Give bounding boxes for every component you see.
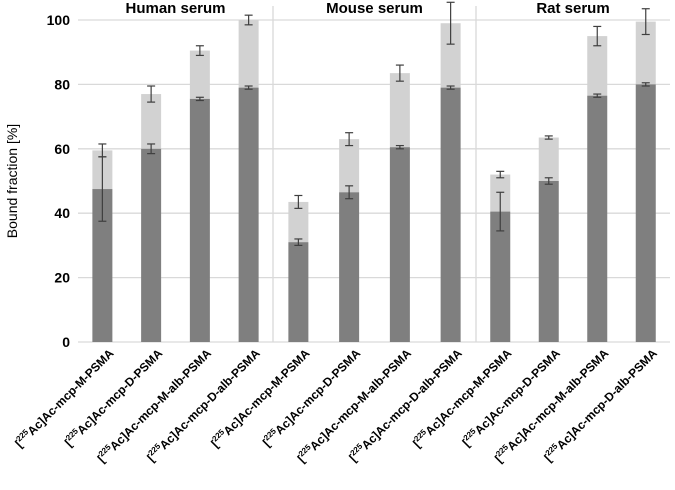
panel-title: Rat serum: [536, 0, 609, 17]
y-tick-label-20: 20: [54, 270, 70, 286]
x-axis-label: [225Ac]Ac-mcp-D-PSMA: [259, 345, 363, 449]
bar-segment-light: [538, 137, 559, 181]
y-tick-label-40: 40: [54, 205, 70, 221]
bar-segment-light: [339, 139, 360, 193]
bar-segment-dark: [389, 147, 410, 342]
y-tick-label-80: 80: [54, 76, 70, 92]
bar-segment-light: [238, 20, 259, 88]
y-tick-label-60: 60: [54, 141, 70, 157]
x-axis-label: [225Ac]Ac-mcp-D-PSMA: [61, 345, 165, 449]
bar-segment-light: [288, 201, 309, 243]
panel-title: Mouse serum: [326, 0, 423, 17]
y-tick-label-0: 0: [62, 334, 70, 350]
bar-segment-light: [389, 73, 410, 148]
bar-segment-dark: [538, 181, 559, 342]
bar-segment-dark: [189, 98, 210, 342]
bar-segment-light: [635, 21, 656, 85]
y-tick-label-100: 100: [47, 12, 71, 28]
bar-segment-dark: [587, 95, 608, 342]
bar-segment-light: [587, 36, 608, 96]
panel-title: Human serum: [125, 0, 225, 17]
bar-segment-light: [189, 50, 210, 99]
x-axis-label: [225Ac]Ac-mcp-M-PSMA: [208, 345, 313, 450]
bar-segment-dark: [490, 211, 511, 342]
bar-segment-dark: [92, 189, 113, 342]
bar-segment-dark: [339, 192, 360, 342]
bar-segment-dark: [141, 148, 162, 342]
bar-segment-dark: [635, 84, 656, 343]
bar-segment-dark: [288, 242, 309, 342]
bar-segment-light: [440, 23, 461, 88]
x-axis-label: [225Ac]Ac-mcp-D-PSMA: [459, 345, 563, 449]
bar-segment-dark: [440, 87, 461, 343]
bar-segment-dark: [238, 87, 259, 343]
bar-segment-light: [141, 94, 162, 149]
